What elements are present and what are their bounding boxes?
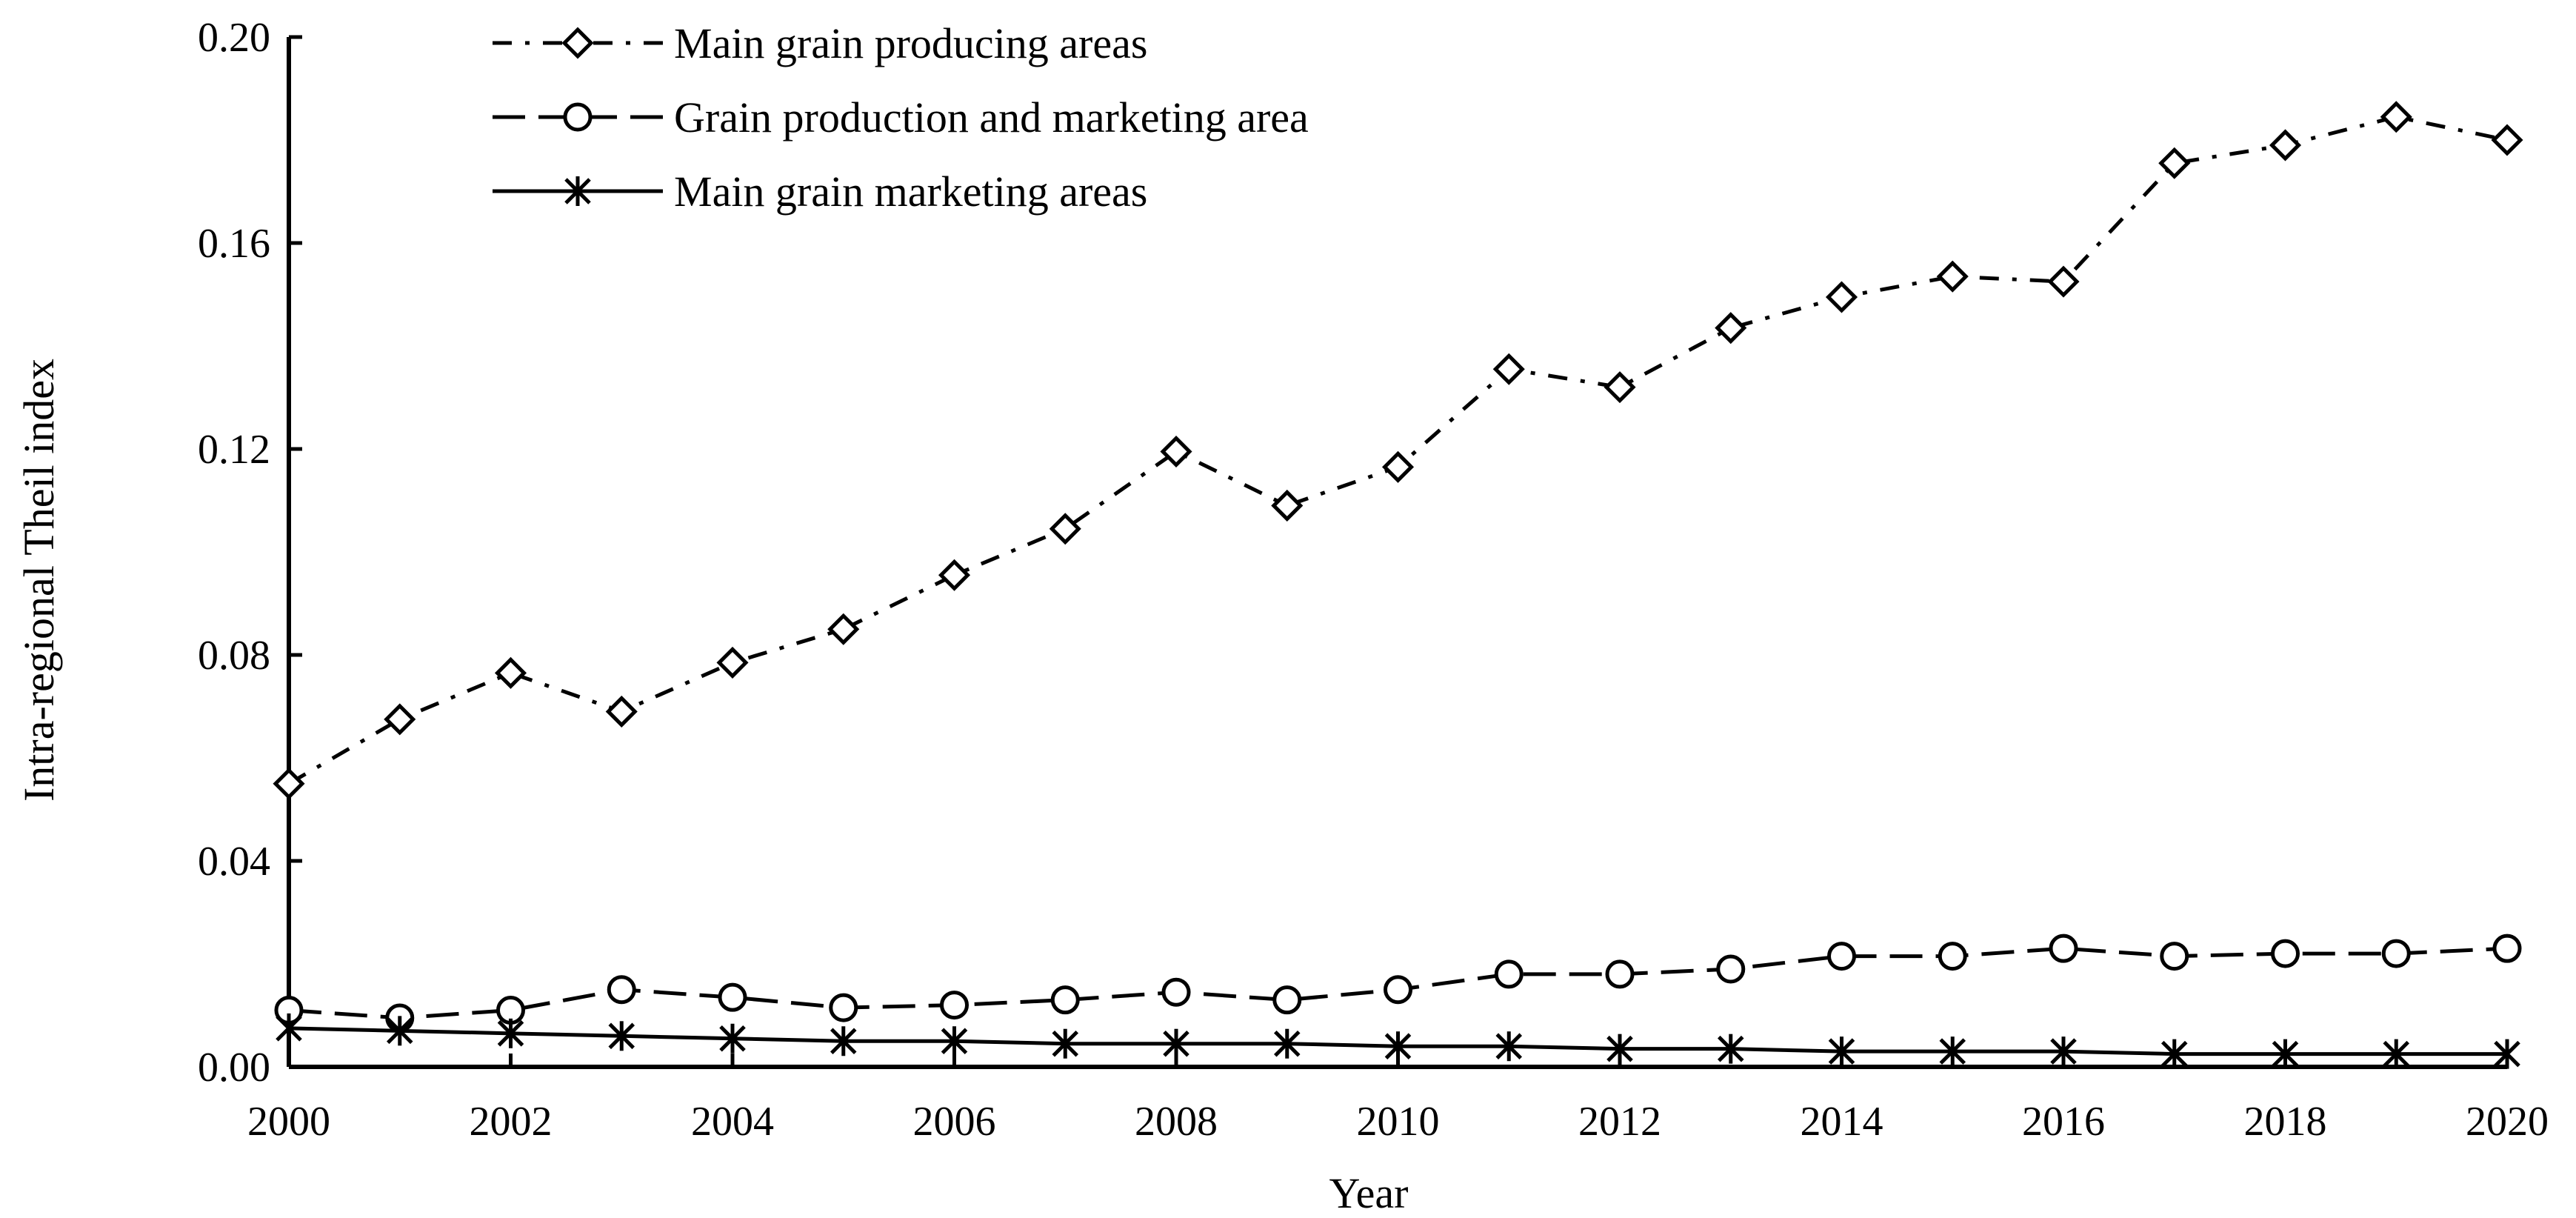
legend-marker [564,176,591,206]
data-point [2047,265,2080,298]
data-point [1827,942,1856,971]
data-point [2050,1036,2077,1067]
data-point [1049,513,1081,545]
data-point [940,991,969,1020]
data-point [386,1016,413,1046]
data-point [1828,1036,1855,1067]
x-tick-label: 2000 [247,1099,330,1145]
legend-item-2: Grain production and marketing area [493,93,1309,142]
y-axis-title: Intra-regional Theil index [15,359,63,802]
y-tick-label: 0.00 [198,1045,270,1091]
data-point [1271,489,1304,522]
data-point [1052,1028,1079,1059]
data-point [1163,1028,1189,1059]
data-point [273,768,305,800]
legend: Main grain producing areas Grain producti… [493,19,1309,216]
data-point [2494,1039,2520,1069]
data-point [497,1018,524,1048]
y-tick-label: 0.08 [198,633,270,679]
data-point [2383,1039,2410,1069]
data-point [1381,450,1415,483]
data-point [605,695,638,728]
data-point [827,613,860,645]
legend-marker [563,102,593,132]
data-point [2271,939,2300,968]
data-point [1495,1031,1523,1062]
data-point [607,975,636,1005]
legend-label: Main grain marketing areas [674,167,1147,216]
series-1 [273,101,2523,800]
data-point [2049,934,2078,963]
data-point [1717,1034,1744,1064]
data-point [1273,1028,1301,1059]
data-point [2380,101,2412,133]
data-point [608,1021,635,1051]
x-tick-label: 2006 [913,1099,996,1145]
data-point [830,1026,857,1056]
data-point [1160,435,1192,468]
data-point [1050,985,1080,1015]
x-tick-label: 2002 [470,1099,553,1145]
data-point [719,1023,746,1054]
legend-label: Main grain producing areas [674,19,1147,67]
data-point [1938,942,1967,971]
x-tick-label: 2014 [1801,1099,1883,1145]
data-point [1939,1036,1966,1067]
data-point [2160,1039,2188,1069]
data-point [1161,977,1191,1007]
axes: 0.00 0.04 0.08 0.12 0.16 0.20 2000 2002 2004 2006… [198,15,2549,1145]
data-point [1605,959,1635,989]
y-tick-label: 0.16 [198,221,270,267]
data-point [2272,1039,2299,1069]
data-point [384,703,416,736]
data-point [2158,147,2191,179]
data-point [1272,985,1302,1015]
data-point [1494,959,1524,989]
series-layer [273,101,2523,1069]
series-line [287,115,2508,785]
data-point [716,646,749,679]
data-point [1604,371,1636,404]
data-point [1384,975,1412,1005]
x-tick-label: 2012 [1578,1099,1661,1145]
x-tick-label: 2020 [2466,1099,2549,1145]
data-point [829,993,858,1022]
data-point [941,1026,968,1056]
data-point [494,656,527,689]
x-tick-label: 2018 [2244,1099,2327,1145]
x-tick-label: 2008 [1135,1099,1218,1145]
data-point [718,982,747,1012]
data-point [2269,129,2302,162]
x-axis-title: Year [1329,1169,1409,1217]
data-point [276,1013,302,1043]
data-point [2491,124,2523,156]
data-point [2492,934,2522,963]
data-point [1384,1031,1412,1062]
legend-item-1: Main grain producing areas [493,19,1147,67]
series-3 [276,1013,2520,1069]
legend-label: Grain production and marketing area [674,93,1309,142]
data-point [938,559,971,591]
x-tick-label: 2010 [1357,1099,1440,1145]
data-point [1716,954,1746,984]
series-2 [274,934,2522,1033]
x-tick-label: 2016 [2022,1099,2105,1145]
data-point [1606,1034,1633,1064]
y-tick-label: 0.20 [198,15,270,61]
x-tick-label: 2004 [691,1099,774,1145]
data-point [1715,312,1747,345]
legend-marker [561,27,594,59]
y-tick-label: 0.12 [198,427,270,473]
data-point [1825,281,1858,313]
data-point [1492,353,1525,385]
data-point [2160,942,2189,971]
y-tick-label: 0.04 [198,839,270,885]
data-point [2381,939,2411,968]
data-point [1936,260,1969,293]
legend-item-3: Main grain marketing areas [493,167,1147,216]
